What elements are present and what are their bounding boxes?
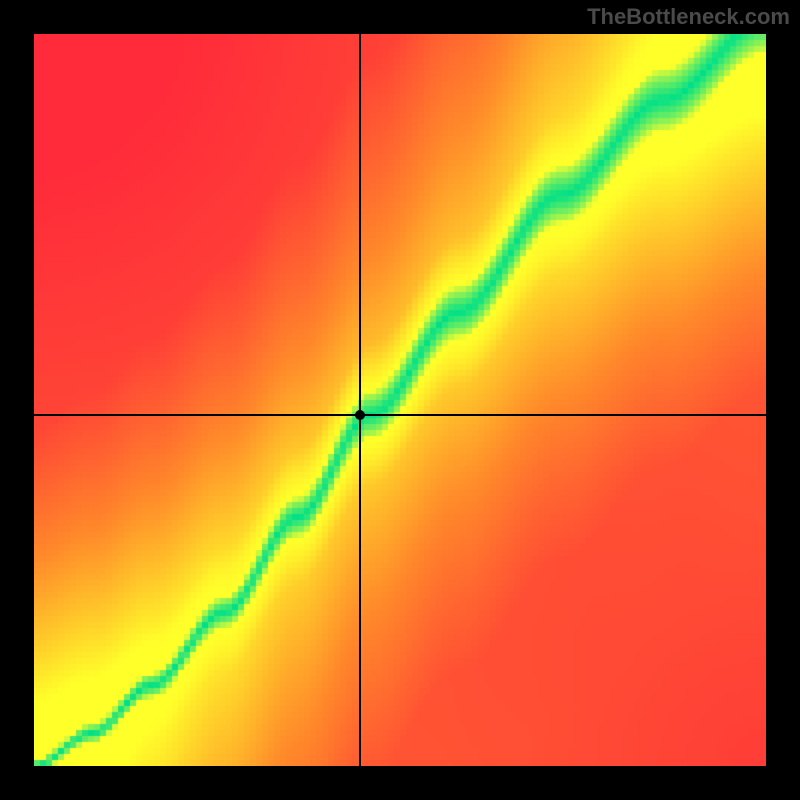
plot-area <box>34 34 766 766</box>
chart-container: TheBottleneck.com <box>0 0 800 800</box>
crosshair-vertical <box>359 34 361 766</box>
crosshair-marker <box>355 410 365 420</box>
crosshair-horizontal <box>34 414 766 416</box>
watermark-text: TheBottleneck.com <box>587 4 790 30</box>
heatmap-canvas <box>34 34 766 766</box>
